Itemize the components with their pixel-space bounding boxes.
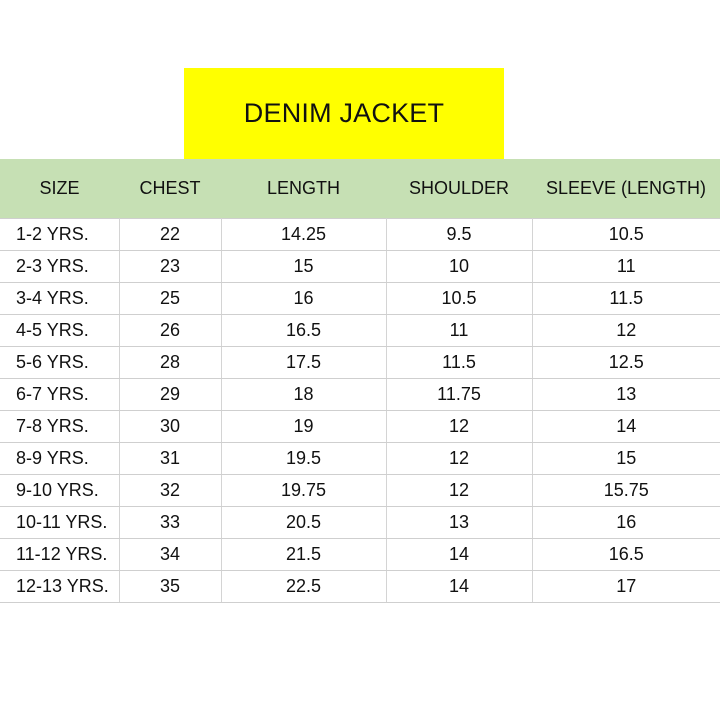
cell-sleeve-length: 12.5 (532, 346, 720, 379)
table-row: 6-7 YRS. 29 18 11.75 13 (0, 378, 720, 411)
cell-length: 18 (221, 378, 387, 411)
cell-shoulder: 14 (386, 538, 533, 571)
cell-chest: 32 (119, 474, 222, 507)
cell-length: 19 (221, 410, 387, 443)
cell-shoulder: 11 (386, 314, 533, 347)
cell-chest: 31 (119, 442, 222, 475)
cell-length: 16.5 (221, 314, 387, 347)
header-shoulder: SHOULDER (408, 177, 510, 198)
size-chart-table: SIZE CHEST LENGTH SHOULDER SLEEVE (LENGT… (0, 159, 720, 603)
cell-chest: 33 (119, 506, 222, 539)
table-row: 7-8 YRS. 30 19 12 14 (0, 410, 720, 443)
cell-size: 11-12 YRS. (0, 538, 120, 571)
cell-size: 7-8 YRS. (0, 410, 120, 443)
table-header: SIZE CHEST LENGTH SHOULDER SLEEVE (LENGT… (0, 159, 720, 218)
table-row: 10-11 YRS. 33 20.5 13 16 (0, 506, 720, 539)
cell-shoulder: 11.75 (386, 378, 533, 411)
cell-length: 14.25 (221, 217, 387, 251)
header-length: LENGTH (266, 177, 340, 198)
cell-sleeve-length: 16.5 (532, 538, 720, 571)
cell-chest: 34 (119, 538, 222, 571)
cell-size: 4-5 YRS. (0, 314, 120, 347)
cell-sleeve-length: 15.75 (532, 474, 720, 507)
table-row: 12-13 YRS. 35 22.5 14 17 (0, 570, 720, 603)
header-size: SIZE (39, 177, 80, 198)
cell-shoulder: 10.5 (386, 282, 533, 315)
table-row: 3-4 YRS. 25 16 10.5 11.5 (0, 282, 720, 315)
cell-chest: 30 (119, 410, 222, 443)
header-row: SIZE CHEST LENGTH SHOULDER SLEEVE (LENGT… (0, 159, 720, 218)
cell-size: 1-2 YRS. (0, 217, 120, 251)
cell-shoulder: 13 (386, 506, 533, 539)
cell-length: 15 (221, 250, 387, 283)
table-row: 2-3 YRS. 23 15 10 11 (0, 250, 720, 283)
cell-sleeve-length: 13 (532, 378, 720, 411)
cell-size: 10-11 YRS. (0, 506, 120, 539)
table-body: 1-2 YRS. 22 14.25 9.5 10.5 2-3 YRS. 23 15 10 11 3-… (0, 217, 720, 603)
table-row: 11-12 YRS. 34 21.5 14 16.5 (0, 538, 720, 571)
table-row: 8-9 YRS. 31 19.5 12 15 (0, 442, 720, 475)
cell-size: 8-9 YRS. (0, 442, 120, 475)
cell-size: 12-13 YRS. (0, 570, 120, 603)
cell-chest: 28 (119, 346, 222, 379)
header-chest: CHEST (139, 177, 201, 198)
cell-length: 21.5 (221, 538, 387, 571)
cell-sleeve-length: 11.5 (532, 282, 720, 315)
cell-chest: 29 (119, 378, 222, 411)
cell-chest: 26 (119, 314, 222, 347)
cell-length: 19.5 (221, 442, 387, 475)
cell-shoulder: 12 (386, 442, 533, 475)
cell-shoulder: 11.5 (386, 346, 533, 379)
cell-sleeve-length: 15 (532, 442, 720, 475)
cell-chest: 25 (119, 282, 222, 315)
cell-length: 22.5 (221, 570, 387, 603)
cell-chest: 35 (119, 570, 222, 603)
cell-length: 17.5 (221, 346, 387, 379)
cell-sleeve-length: 10.5 (532, 217, 720, 251)
cell-chest: 22 (119, 217, 222, 251)
cell-sleeve-length: 14 (532, 410, 720, 443)
cell-length: 20.5 (221, 506, 387, 539)
cell-shoulder: 14 (386, 570, 533, 603)
table-title: DENIM JACKET (184, 68, 504, 159)
cell-size: 6-7 YRS. (0, 378, 120, 411)
cell-size: 5-6 YRS. (0, 346, 120, 379)
header-sleeve-length: SLEEVE (LENGTH) (545, 177, 707, 198)
table-row: 9-10 YRS. 32 19.75 12 15.75 (0, 474, 720, 507)
cell-shoulder: 9.5 (386, 217, 533, 251)
cell-sleeve-length: 11 (532, 250, 720, 283)
table-row: 1-2 YRS. 22 14.25 9.5 10.5 (0, 217, 720, 251)
cell-shoulder: 12 (386, 474, 533, 507)
table-row: 5-6 YRS. 28 17.5 11.5 12.5 (0, 346, 720, 379)
cell-chest: 23 (119, 250, 222, 283)
cell-shoulder: 10 (386, 250, 533, 283)
cell-size: 3-4 YRS. (0, 282, 120, 315)
cell-size: 9-10 YRS. (0, 474, 120, 507)
cell-sleeve-length: 16 (532, 506, 720, 539)
cell-sleeve-length: 12 (532, 314, 720, 347)
cell-sleeve-length: 17 (532, 570, 720, 603)
table-row: 4-5 YRS. 26 16.5 11 12 (0, 314, 720, 347)
cell-shoulder: 12 (386, 410, 533, 443)
cell-length: 19.75 (221, 474, 387, 507)
cell-size: 2-3 YRS. (0, 250, 120, 283)
cell-length: 16 (221, 282, 387, 315)
